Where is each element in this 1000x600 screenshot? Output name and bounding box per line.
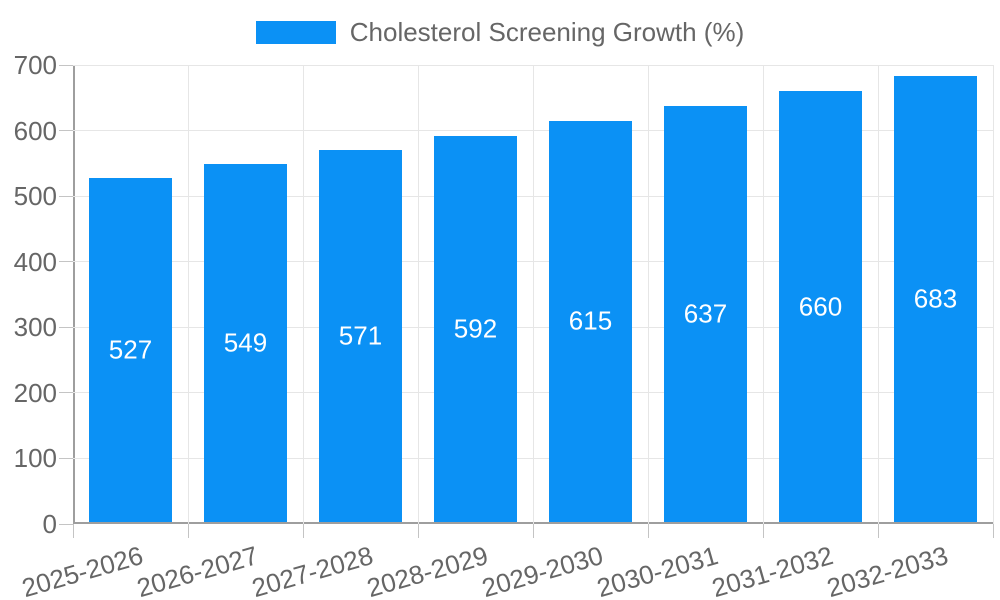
y-axis-line — [73, 65, 75, 524]
y-tick — [59, 64, 73, 66]
x-tick — [647, 524, 649, 538]
x-tick — [877, 524, 879, 538]
y-tick-label: 100 — [13, 443, 57, 474]
bar-value-label: 615 — [568, 305, 613, 336]
bar[interactable]: 549 — [204, 164, 287, 522]
x-tick-label: 2031-2032 — [708, 540, 837, 600]
y-tick — [59, 326, 73, 328]
x-tick-label: 2032-2033 — [823, 540, 952, 600]
bar[interactable]: 592 — [434, 135, 517, 522]
bar-value-label: 549 — [223, 327, 268, 358]
x-gridline — [647, 65, 649, 524]
y-tick — [59, 457, 73, 459]
x-gridline — [302, 65, 304, 524]
x-tick-label: 2029-2030 — [478, 540, 607, 600]
y-tick-label: 300 — [13, 312, 57, 343]
y-tick — [59, 523, 73, 525]
x-tick-label: 2028-2029 — [363, 540, 492, 600]
x-gridline — [532, 65, 534, 524]
x-tick — [532, 524, 534, 538]
bar[interactable]: 660 — [779, 91, 862, 522]
bar-value-label: 637 — [683, 298, 728, 329]
x-gridline — [992, 65, 994, 524]
bar-value-label: 592 — [453, 313, 498, 344]
bar[interactable]: 527 — [89, 178, 172, 522]
x-gridline — [877, 65, 879, 524]
bar-value-label: 683 — [913, 283, 958, 314]
x-gridline — [417, 65, 419, 524]
legend[interactable]: Cholesterol Screening Growth (%) — [0, 17, 1000, 48]
x-tick-label: 2026-2027 — [133, 540, 262, 600]
bar[interactable]: 571 — [319, 149, 402, 522]
legend-label: Cholesterol Screening Growth (%) — [349, 17, 745, 47]
x-tick — [417, 524, 419, 538]
x-tick — [187, 524, 189, 538]
y-tick — [59, 195, 73, 197]
bar-value-label: 660 — [798, 291, 843, 322]
x-tick — [992, 524, 994, 538]
y-tick-label: 500 — [13, 181, 57, 212]
x-tick-label: 2027-2028 — [248, 540, 377, 600]
plot-area: 0 100 200 300 400 500 600 700 527 549 571 592 615 637… — [14, 52, 994, 600]
y-tick-label: 0 — [42, 509, 57, 539]
x-gridline — [187, 65, 189, 524]
x-tick — [72, 524, 74, 538]
x-gridline — [762, 65, 764, 524]
x-tick-label: 2025-2026 — [18, 540, 147, 600]
y-tick-label: 700 — [13, 50, 57, 80]
bar-value-label: 527 — [108, 334, 153, 365]
bar[interactable]: 683 — [894, 76, 977, 522]
y-tick-label: 400 — [13, 246, 57, 277]
x-tick — [302, 524, 304, 538]
y-tick — [59, 130, 73, 132]
legend-swatch — [255, 21, 336, 44]
bar[interactable]: 637 — [664, 106, 747, 522]
bar-value-label: 571 — [338, 320, 383, 351]
y-tick — [59, 261, 73, 263]
bar[interactable]: 615 — [549, 120, 632, 522]
x-tick — [762, 524, 764, 538]
x-tick-label: 2030-2031 — [593, 540, 722, 600]
y-tick — [59, 392, 73, 394]
y-tick-label: 600 — [13, 115, 57, 146]
y-tick-label: 200 — [13, 377, 57, 408]
